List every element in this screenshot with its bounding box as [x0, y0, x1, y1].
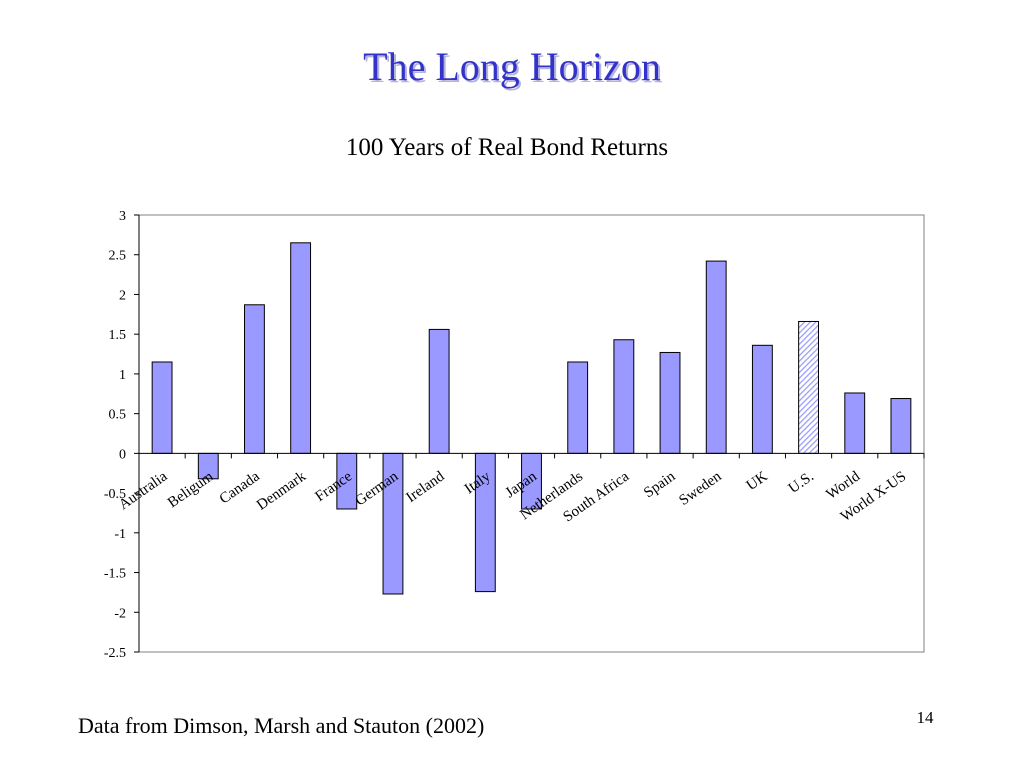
source-footnote: Data from Dimson, Marsh and Stauton (200…	[78, 713, 485, 738]
x-axis-ticks	[138, 453, 925, 459]
y-tick-label: 3	[119, 209, 126, 224]
bar-spain	[659, 351, 681, 454]
bar-uk	[751, 344, 773, 454]
y-tick-label: 2	[119, 288, 126, 303]
bar-world	[844, 392, 866, 454]
bar-netherlands	[567, 361, 589, 454]
y-tick-label: -2	[114, 606, 126, 621]
y-tick-label: 0	[119, 447, 126, 462]
bar-sweden	[705, 260, 727, 454]
y-tick-label: 1.5	[109, 328, 127, 343]
y-tick-label: 0.5	[109, 408, 127, 423]
bar-denmark	[290, 242, 312, 454]
slide-title: The Long Horizon	[363, 44, 661, 89]
y-tick-label: -2.5	[104, 646, 126, 661]
bar-u-s	[798, 320, 819, 454]
bars	[151, 242, 912, 595]
y-tick-label: -1.5	[104, 567, 126, 582]
y-tick-label: 2.5	[109, 249, 127, 264]
y-tick-label: 1	[119, 368, 126, 383]
page-number: 14	[916, 708, 934, 727]
bar-world-x-us	[890, 398, 912, 454]
plot-area	[138, 214, 925, 653]
bar-south-africa	[613, 339, 635, 454]
chart-title: 100 Years of Real Bond Returns	[345, 134, 669, 161]
bar-canada	[244, 304, 265, 454]
y-axis-ticks: 3 2.5 2 1.5 1 0.5 0 -0.5 -1 -1.5 -2 -2.5	[104, 209, 139, 661]
bar-ireland	[428, 328, 450, 454]
y-tick-label: -0.5	[104, 487, 126, 502]
y-tick-label: -1	[114, 527, 126, 542]
bar-australia	[151, 361, 173, 454]
